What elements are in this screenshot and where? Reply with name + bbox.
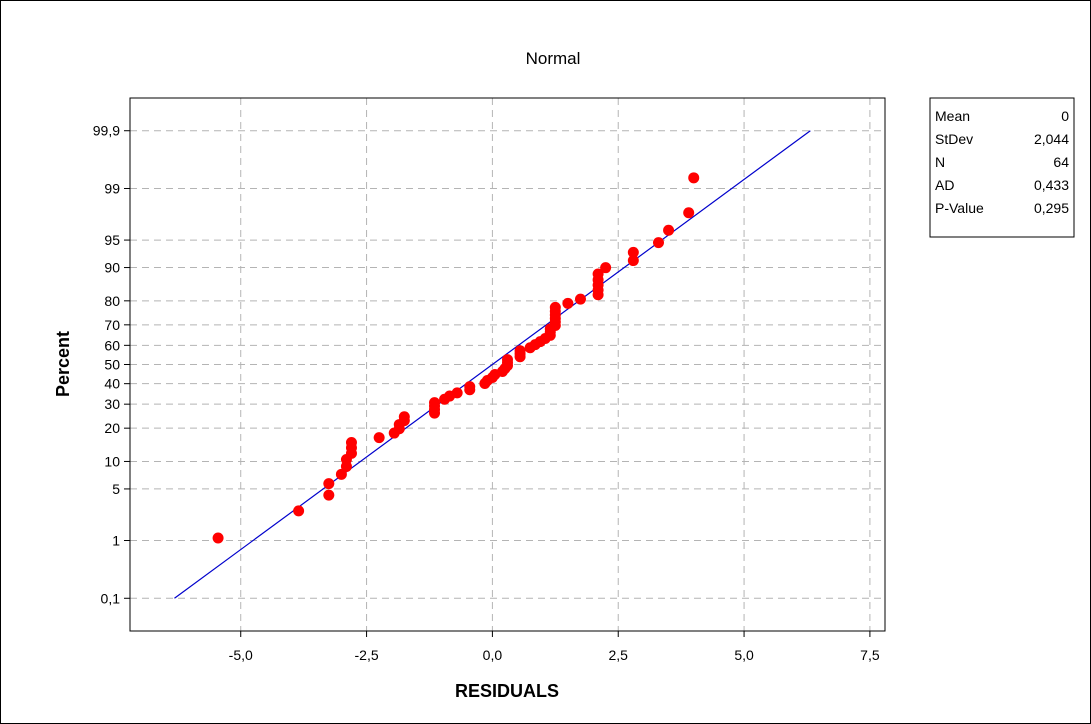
y-axis-ticks: 0,1 1 5 10 20 30 40 50 60 70 80 90 95 99 99,9	[93, 123, 130, 606]
data-point	[574, 293, 586, 305]
y-tick-label: 99,9	[93, 123, 120, 139]
x-axis-ticks: -5,0 -2,5 0,0 2,5 5,0 7,5	[229, 631, 880, 663]
y-tick-label: 50	[104, 357, 120, 373]
data-point	[549, 301, 561, 313]
data-point	[451, 387, 463, 399]
data-point	[627, 255, 639, 267]
y-tick-label: 40	[104, 376, 120, 392]
y-tick-label: 70	[104, 317, 120, 333]
y-tick-label: 10	[104, 453, 120, 469]
stats-label: N	[935, 154, 945, 170]
stats-label: P-Value	[935, 200, 984, 216]
y-tick-label: 20	[104, 420, 120, 436]
stats-value: 0,433	[1034, 177, 1069, 193]
data-points	[212, 172, 700, 544]
data-point	[502, 354, 513, 366]
y-tick-label: 5	[112, 481, 120, 497]
data-point	[464, 381, 476, 393]
chart-title: Normal	[526, 49, 581, 68]
y-tick-label: 1	[112, 532, 120, 548]
y-axis-title: Percent	[53, 331, 73, 397]
data-point	[600, 262, 612, 274]
data-point	[683, 207, 695, 219]
fit-line	[174, 130, 811, 599]
y-tick-label: 60	[104, 337, 120, 353]
data-point	[653, 237, 664, 249]
data-point	[514, 345, 526, 357]
x-tick-label: 0,0	[483, 647, 503, 663]
stats-value: 2,044	[1034, 131, 1069, 147]
x-tick-label: 7,5	[860, 647, 880, 663]
y-tick-label: 0,1	[101, 590, 121, 606]
stats-label: StDev	[935, 131, 973, 147]
y-tick-label: 95	[104, 232, 120, 248]
data-point	[688, 172, 700, 184]
x-tick-label: 5,0	[734, 647, 754, 663]
data-point	[592, 268, 604, 280]
x-tick-label: -5,0	[229, 647, 253, 663]
stats-label: AD	[935, 177, 954, 193]
data-point	[429, 397, 441, 409]
data-point	[212, 532, 224, 544]
data-point	[293, 505, 305, 517]
data-point	[323, 489, 335, 501]
x-axis-title: RESIDUALS	[455, 681, 559, 701]
data-point	[323, 478, 335, 490]
data-point	[627, 246, 639, 258]
stats-value: 0,295	[1034, 200, 1069, 216]
x-tick-label: 2,5	[608, 647, 628, 663]
stats-box-border	[929, 97, 1075, 238]
data-point	[345, 437, 357, 449]
stats-label: Mean	[935, 108, 970, 124]
data-point	[398, 411, 410, 423]
grid-lines	[130, 98, 885, 631]
data-point	[373, 432, 385, 444]
x-tick-label: -2,5	[355, 647, 379, 663]
data-point	[663, 224, 675, 236]
y-tick-label: 30	[104, 396, 120, 412]
fit-line-group	[174, 130, 811, 599]
stats-legend-box: Mean 0 StDev 2,044 N 64 AD 0,433 P-Value 0,295	[929, 97, 1075, 238]
y-tick-label: 80	[104, 293, 120, 309]
data-point	[562, 297, 574, 309]
data-point	[335, 468, 347, 480]
y-tick-label: 99	[104, 181, 120, 197]
stats-value: 0	[1061, 108, 1069, 124]
y-tick-label: 90	[104, 260, 120, 276]
stats-value: 64	[1053, 154, 1069, 170]
